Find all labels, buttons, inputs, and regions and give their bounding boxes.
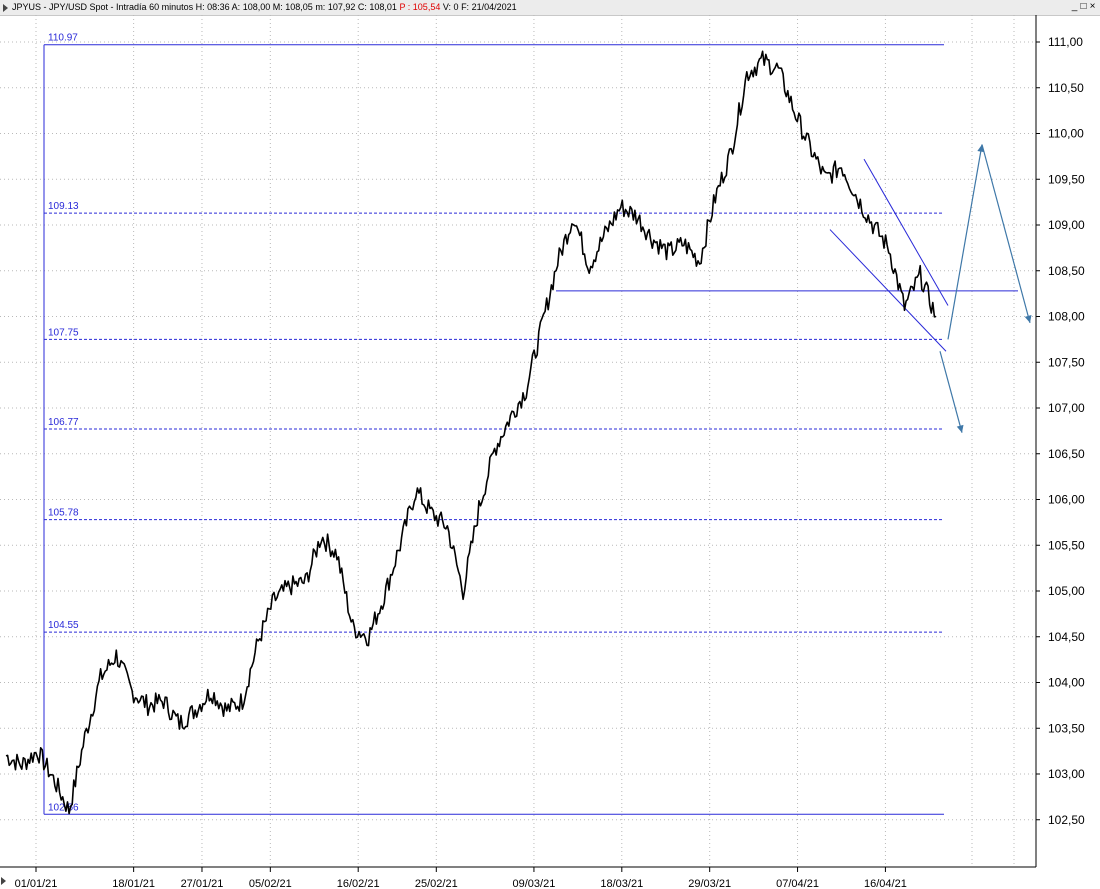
interval-label: Intradía 60 minutos	[116, 2, 194, 12]
x-tick-label: 27/01/21	[181, 878, 224, 889]
window-controls: _ □ ×	[1070, 0, 1097, 14]
y-tick-label: 110,50	[1048, 81, 1084, 95]
fib-level-label: 102.56	[48, 802, 79, 813]
chart-titlebar: JPYUS - JPY/USD Spot - Intradía 60 minut…	[0, 0, 1100, 16]
quote-info: JPYUS - JPY/USD Spot - Intradía 60 minut…	[12, 2, 517, 12]
projection-arrow-breakdown	[939, 351, 963, 433]
fib-level-label: 109.13	[48, 201, 79, 212]
fib-level-label: 106.77	[48, 417, 79, 428]
minimize-button[interactable]: _	[1071, 1, 1078, 12]
projection-arrow-down	[981, 144, 1031, 324]
y-tick-label: 105,00	[1048, 584, 1085, 598]
y-tick-label: 106,50	[1048, 447, 1085, 461]
time-value: 08:36	[207, 2, 230, 12]
projection-arrow-down-head	[1024, 315, 1032, 323]
close-button[interactable]: ×	[1089, 1, 1096, 12]
y-tick-label: 107,00	[1048, 401, 1085, 415]
y-tick-label: 104,00	[1048, 676, 1085, 690]
x-tick-label: 07/04/21	[776, 878, 819, 889]
x-tick-label: 16/02/21	[337, 878, 380, 889]
y-tick-label: 105,50	[1048, 538, 1085, 552]
y-tick-label: 109,00	[1048, 218, 1085, 232]
y-tick-label: 110,00	[1048, 127, 1084, 141]
p-value: 105,54	[412, 2, 441, 12]
expand-arrow-icon[interactable]	[3, 4, 8, 12]
x-tick-label: 18/03/21	[600, 878, 643, 889]
fib-level-label: 110.97	[48, 33, 78, 44]
fib-level-label: 104.55	[48, 620, 79, 631]
wedge-lower-line	[829, 229, 947, 352]
wedge-upper-line	[863, 158, 949, 306]
min-value: 107,92	[327, 2, 356, 12]
close-value: 108,01	[369, 2, 397, 12]
max-value: 108,05	[285, 2, 313, 12]
open-value: 108,00	[242, 2, 271, 12]
price-chart[interactable]: 102,50 103,00 103,50 104,00 104,50 105,00 105,…	[0, 15, 1100, 889]
y-tick-label: 108,50	[1048, 264, 1085, 278]
volume-value: 0	[453, 2, 459, 12]
x-tick-label: 25/02/21	[415, 878, 458, 889]
x-tick-label: 09/03/21	[513, 878, 556, 889]
fib-level-label: 105.78	[48, 508, 79, 519]
y-tick-label: 104,50	[1048, 630, 1085, 644]
y-tick-label: 102,50	[1048, 813, 1085, 827]
scroll-left-icon[interactable]	[1, 877, 6, 885]
symbol-code: JPYUS	[12, 2, 42, 12]
date-value: 21/04/2021	[471, 2, 517, 12]
y-tick-label: 103,00	[1048, 767, 1085, 781]
x-tick-label: 01/01/21	[15, 878, 58, 889]
projection-arrow-breakdown-head	[956, 424, 964, 433]
x-tick-label: 05/02/21	[249, 878, 292, 889]
x-tick-label: 29/03/21	[688, 878, 731, 889]
symbol-name: JPY/USD Spot	[49, 2, 109, 12]
x-tick-label: 16/04/21	[864, 878, 907, 889]
y-tick-label: 106,00	[1048, 493, 1085, 507]
y-tick-label: 109,50	[1048, 172, 1085, 186]
y-tick-label: 107,50	[1048, 355, 1085, 369]
x-tick-label: 18/01/21	[112, 878, 155, 889]
restore-button[interactable]: □	[1080, 1, 1087, 12]
fib-level-label: 107.75	[48, 327, 79, 338]
projection-arrow-up	[947, 144, 983, 340]
y-tick-label: 103,50	[1048, 721, 1085, 735]
y-tick-label: 111,00	[1048, 35, 1083, 49]
y-tick-label: 108,00	[1048, 310, 1085, 324]
price-line	[5, 50, 937, 815]
